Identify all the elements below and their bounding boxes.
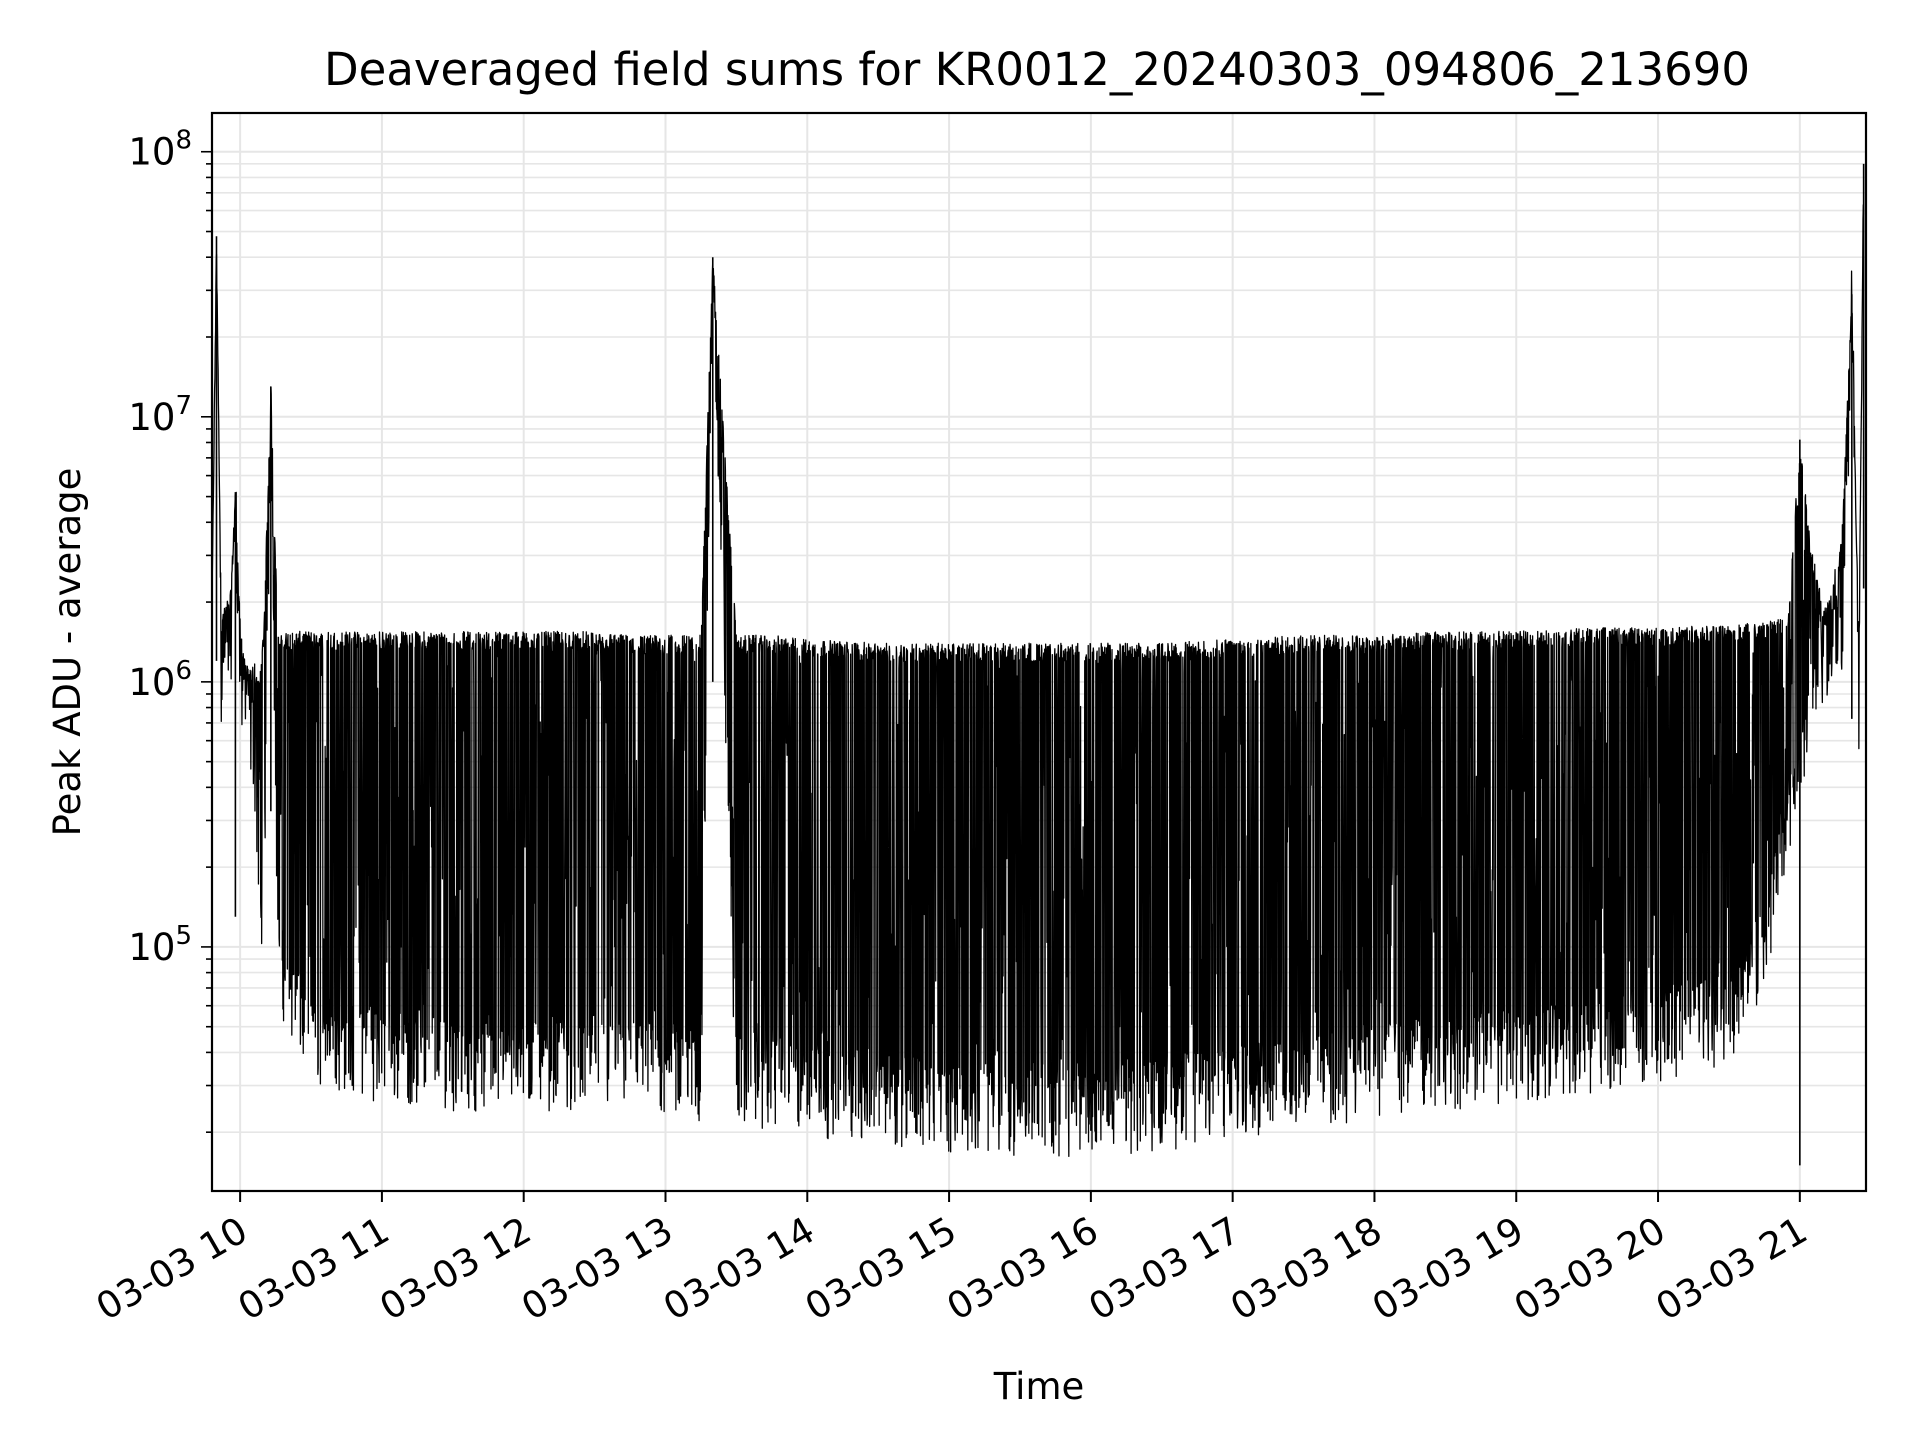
plot-frame <box>210 111 1868 1193</box>
y-axis: 105 106 107 108 <box>128 126 212 1133</box>
series-layer <box>211 163 1865 1166</box>
chart-title: Deaveraged field sums for KR0012_2024030… <box>324 43 1750 96</box>
series-line <box>211 204 1865 1157</box>
y-tick-label: 107 <box>128 391 192 439</box>
y-tick-label: 105 <box>128 921 192 969</box>
y-tick-label: 106 <box>128 656 192 704</box>
x-axis-label: Time <box>993 1365 1085 1408</box>
y-tick-label: 108 <box>128 126 192 174</box>
y-axis-label: Peak ADU - average <box>46 468 89 837</box>
